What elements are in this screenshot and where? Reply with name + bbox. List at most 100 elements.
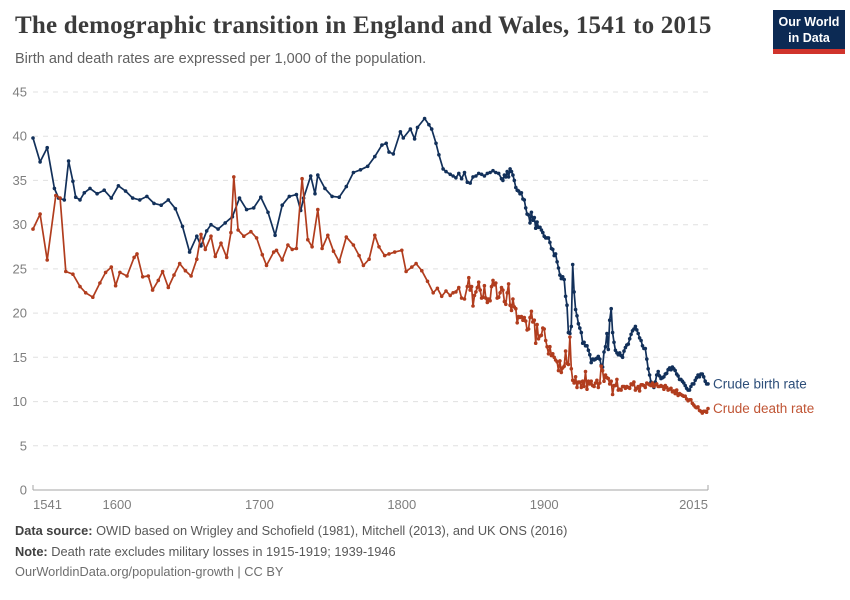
data-point <box>508 303 512 308</box>
data-point <box>232 175 236 179</box>
data-point <box>607 318 612 323</box>
x-tick-label: 1600 <box>103 497 132 512</box>
data-point <box>689 398 693 402</box>
data-point <box>485 171 490 176</box>
data-point <box>219 241 223 245</box>
data-point <box>135 252 139 256</box>
data-point <box>392 250 397 254</box>
data-point <box>673 368 677 373</box>
data-point <box>437 153 441 157</box>
data-point <box>465 284 470 289</box>
data-point <box>415 125 420 130</box>
data-point <box>38 212 42 216</box>
data-point <box>145 194 149 199</box>
data-point <box>582 384 586 389</box>
data-point <box>109 196 114 200</box>
data-point <box>404 269 408 274</box>
data-point <box>617 351 622 355</box>
data-point <box>512 178 517 183</box>
data-point <box>565 303 569 308</box>
data-point <box>251 206 256 210</box>
x-tick-label: 1900 <box>530 497 559 512</box>
y-tick-label: 30 <box>13 217 27 232</box>
data-point <box>599 364 603 369</box>
data-point <box>542 327 546 331</box>
data-point <box>123 189 128 193</box>
data-point <box>280 203 285 207</box>
x-tick-label: 2015 <box>679 497 708 512</box>
data-point <box>286 243 290 247</box>
data-point <box>425 279 430 284</box>
data-point <box>558 273 562 277</box>
data-point <box>54 193 58 198</box>
data-point <box>377 245 381 249</box>
data-point <box>539 333 544 338</box>
data-point <box>337 260 342 264</box>
data-point <box>506 175 511 179</box>
data-point <box>521 318 525 323</box>
data-point <box>509 169 514 174</box>
data-point <box>570 378 575 383</box>
data-point <box>195 257 199 262</box>
data-point <box>645 357 649 361</box>
data-point <box>420 268 424 273</box>
data-point <box>519 314 524 319</box>
data-point <box>313 191 317 196</box>
data-point <box>551 247 555 252</box>
data-point <box>380 143 384 147</box>
data-point <box>555 260 559 264</box>
series-crude-death-rate[interactable] <box>31 175 710 415</box>
data-point <box>330 194 334 199</box>
data-point <box>422 116 427 121</box>
data-point <box>173 206 178 211</box>
data-point <box>237 196 242 200</box>
y-gridlines <box>32 91 709 491</box>
data-point <box>514 185 518 190</box>
data-point <box>532 215 537 220</box>
note-label: Note: <box>15 543 48 559</box>
data-point <box>511 173 515 177</box>
data-point <box>454 290 458 294</box>
data-point <box>172 273 176 277</box>
data-point <box>482 174 487 178</box>
data-point <box>646 367 650 371</box>
data-point <box>476 171 481 176</box>
data-point <box>274 248 279 253</box>
data-point <box>259 195 263 199</box>
data-point <box>52 186 57 191</box>
x-tick-label: 1541 <box>33 497 62 512</box>
data-point <box>606 347 611 352</box>
data-point <box>478 288 483 292</box>
data-point <box>596 354 601 359</box>
data-point <box>572 381 576 385</box>
data-point <box>598 381 602 385</box>
data-point <box>607 382 612 386</box>
data-point <box>125 274 129 278</box>
data-point <box>572 290 576 294</box>
data-point <box>290 247 295 252</box>
data-point <box>552 355 556 360</box>
data-point <box>476 280 481 285</box>
y-tick-label: 20 <box>13 306 27 321</box>
data-point <box>264 263 269 268</box>
data-point <box>78 198 82 202</box>
owid-url-link[interactable]: OurWorldinData.org/population-growth | C… <box>15 564 284 579</box>
data-point <box>582 340 586 345</box>
data-point <box>511 297 515 301</box>
data-point <box>62 198 67 202</box>
data-point <box>579 330 584 335</box>
data-point <box>615 377 619 382</box>
data-point <box>706 406 710 411</box>
data-point <box>589 379 593 384</box>
data-point <box>606 376 611 381</box>
data-point <box>538 225 542 230</box>
data-point <box>523 206 528 210</box>
data-point <box>578 326 582 330</box>
owid-logo-red-bar <box>773 49 845 54</box>
data-point <box>600 368 605 373</box>
data-point <box>589 360 593 365</box>
data-point <box>637 336 642 340</box>
y-tick-label: 40 <box>13 129 27 144</box>
data-point <box>654 382 659 386</box>
